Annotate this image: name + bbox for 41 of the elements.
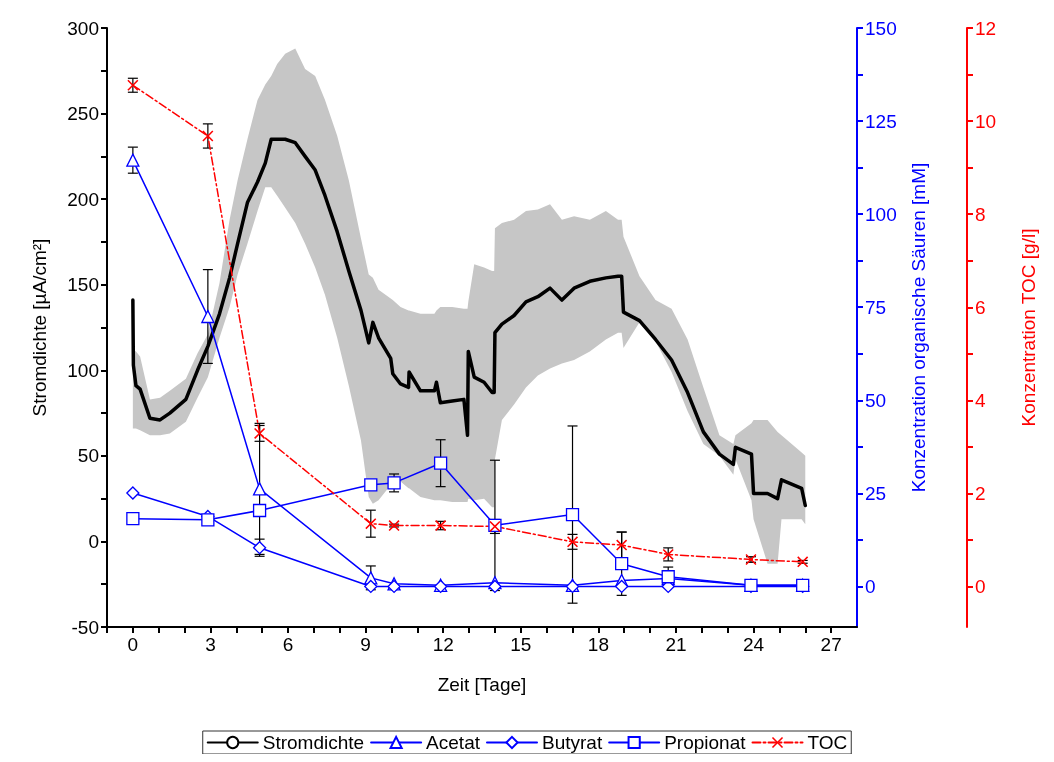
x-tick-label: 3 [205,634,216,655]
x-tick-label: 18 [587,634,609,655]
y2-axis-title: Konzentration organische Säuren [mM] [908,162,929,493]
legend-label: Butyrat [541,732,603,753]
y2-tick-label: 100 [865,203,897,225]
y2-tick-label: 50 [865,389,887,411]
legend-label: Acetat [426,732,481,753]
y2-tick-label: 125 [865,110,897,132]
y-tick-label: 250 [67,103,99,125]
legend-label: TOC [807,732,848,753]
legend-label: Stromdichte [262,732,365,753]
y2-tick-label: 25 [865,482,887,504]
y-tick-label: 100 [67,359,99,381]
x-tick-label: 15 [510,634,532,655]
y3-tick-label: 0 [975,576,986,598]
y-tick-label: 50 [77,445,99,467]
y-tick-label: 300 [67,17,99,39]
y3-tick-label: 6 [975,296,986,318]
y3-tick-label: 8 [975,203,986,225]
x-tick-label: 27 [820,634,842,655]
y3-tick-label: 2 [975,482,986,504]
y-tick-label: 200 [67,188,99,210]
y2-tick-label: 150 [865,17,897,39]
y2-tick-label: 0 [865,575,876,597]
x-tick-label: 21 [665,634,687,655]
x-tick-label: 24 [742,634,765,655]
y-tick-label: -50 [71,616,99,638]
y3-tick-label: 12 [975,17,997,39]
x-tick-label: 9 [360,634,371,655]
y-tick-label: 0 [88,530,99,552]
y3-tick-label: 10 [975,110,997,132]
x-tick-label: 6 [282,634,294,655]
legend-label: Propionat [664,732,747,753]
y3-axis-title: Konzentration TOC [g/l] [1018,228,1039,427]
x-tick-label: 12 [432,634,454,655]
y2-tick-label: 75 [865,296,887,318]
y3-tick-label: 4 [975,389,986,411]
x-tick-label: 0 [127,634,139,655]
x-axis-title: Zeit [Tage] [437,674,527,695]
y-tick-label: 150 [67,274,99,296]
y-axis-title: Stromdichte [µA/cm²] [29,238,50,417]
